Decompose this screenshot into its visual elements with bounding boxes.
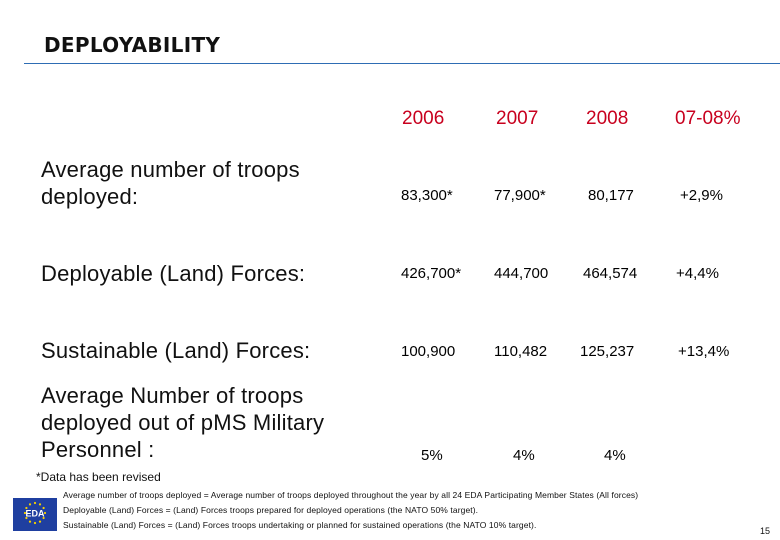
- row-label-line: Personnel :: [41, 437, 155, 462]
- cell-sustainable-change: +13,4%: [678, 343, 730, 360]
- row-label-line: deployed out of pMS Military: [41, 410, 325, 435]
- eu-stars-icon: EDA: [23, 501, 47, 525]
- column-header-2008: 2008: [586, 108, 629, 129]
- cell-troops-2006: 83,300*: [401, 187, 453, 204]
- cell-share-2006: 5%: [421, 447, 443, 464]
- row-label-share-deployed: Average Number of troops deployed out of…: [41, 382, 324, 463]
- page-title: DEPLOYABILITY: [44, 33, 221, 57]
- row-label-line: deployed:: [41, 184, 139, 209]
- row-label-troops-deployed: Average number of troops deployed:: [41, 156, 300, 210]
- cell-share-2008: 4%: [604, 447, 626, 464]
- row-label-deployable-forces: Deployable (Land) Forces:: [41, 260, 305, 287]
- column-header-change: 07-08%: [675, 108, 741, 129]
- cell-deployable-change: +4,4%: [676, 265, 719, 282]
- definition-sustainable: Sustainable (Land) Forces = (Land) Force…: [63, 520, 537, 530]
- row-label-line: Sustainable (Land) Forces:: [41, 338, 311, 363]
- cell-sustainable-2007: 110,482: [494, 343, 548, 360]
- cell-deployable-2008: 464,574: [583, 265, 638, 282]
- cell-troops-change: +2,9%: [680, 187, 723, 204]
- eda-eu-flag-logo: EDA: [13, 498, 57, 531]
- title-divider: [24, 63, 780, 64]
- row-label-line: Deployable (Land) Forces:: [41, 261, 306, 286]
- column-header-2007: 2007: [496, 108, 539, 129]
- cell-deployable-2007: 444,700: [494, 265, 549, 282]
- page-number: 15: [759, 526, 770, 536]
- cell-sustainable-2006: 100,900: [401, 343, 456, 360]
- cell-troops-2007: 77,900*: [494, 187, 546, 204]
- cell-deployable-2006: 426,700*: [401, 265, 462, 282]
- row-label-line: Average Number of troops: [41, 383, 304, 408]
- row-label-line: Average number of troops: [41, 157, 300, 182]
- cell-sustainable-2008: 125,237: [580, 343, 635, 360]
- revision-footnote: *Data has been revised: [36, 470, 161, 484]
- definition-deployable: Deployable (Land) Forces = (Land) Forces…: [63, 505, 479, 515]
- cell-share-2007: 4%: [513, 447, 535, 464]
- row-label-sustainable-forces: Sustainable (Land) Forces:: [41, 337, 310, 364]
- definition-troops: Average number of troops deployed = Aver…: [63, 490, 639, 500]
- column-header-2006: 2006: [402, 108, 445, 129]
- cell-troops-2008: 80,177: [588, 187, 634, 204]
- eda-logo-text: EDA: [25, 509, 45, 519]
